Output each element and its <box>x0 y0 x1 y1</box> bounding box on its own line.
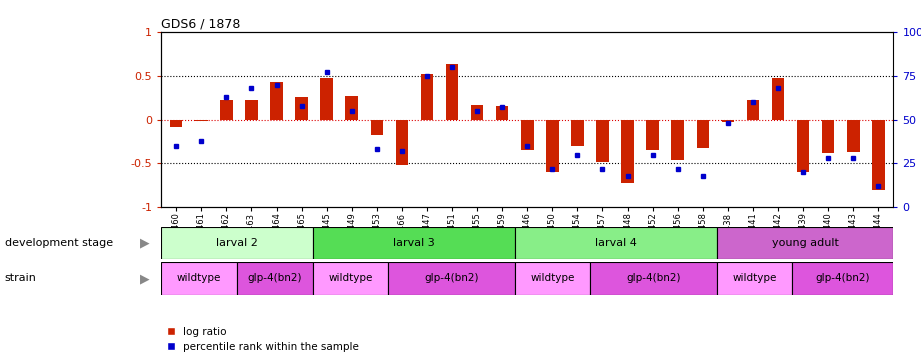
Bar <box>596 120 609 162</box>
Text: development stage: development stage <box>5 238 112 248</box>
Bar <box>296 97 308 120</box>
Bar <box>370 120 383 135</box>
Bar <box>312 227 515 259</box>
Text: ▶: ▶ <box>140 272 149 285</box>
Bar <box>590 262 717 295</box>
Text: wildtype: wildtype <box>732 273 776 283</box>
Legend: log ratio, percentile rank within the sample: log ratio, percentile rank within the sa… <box>167 327 359 352</box>
Text: glp-4(bn2): glp-4(bn2) <box>626 273 681 283</box>
Text: glp-4(bn2): glp-4(bn2) <box>248 273 302 283</box>
Bar <box>312 262 389 295</box>
Bar <box>170 120 182 127</box>
Bar <box>571 120 584 146</box>
Text: GDS6 / 1878: GDS6 / 1878 <box>161 18 240 31</box>
Text: glp-4(bn2): glp-4(bn2) <box>425 273 479 283</box>
Bar <box>495 106 508 120</box>
Text: young adult: young adult <box>772 238 838 248</box>
Bar <box>717 227 893 259</box>
Bar <box>446 65 459 120</box>
Bar <box>647 120 659 150</box>
Bar <box>396 120 408 165</box>
Bar <box>747 100 759 120</box>
Bar <box>245 100 258 120</box>
Bar <box>321 77 332 120</box>
Bar <box>772 77 785 120</box>
Bar <box>220 100 233 120</box>
Bar <box>717 262 792 295</box>
Bar <box>546 120 559 172</box>
Bar <box>515 227 717 259</box>
Text: wildtype: wildtype <box>329 273 373 283</box>
Bar <box>389 262 515 295</box>
Bar <box>797 120 810 172</box>
Bar <box>822 120 834 153</box>
Bar <box>471 105 484 120</box>
Bar <box>671 120 684 160</box>
Text: larval 3: larval 3 <box>392 238 435 248</box>
Bar <box>161 262 237 295</box>
Bar <box>622 120 634 182</box>
Bar <box>161 227 312 259</box>
Text: wildtype: wildtype <box>177 273 221 283</box>
Bar <box>270 82 283 120</box>
Bar <box>521 120 533 150</box>
Text: larval 4: larval 4 <box>595 238 636 248</box>
Bar <box>792 262 893 295</box>
Bar <box>195 120 207 121</box>
Text: larval 2: larval 2 <box>216 238 258 248</box>
Bar <box>722 120 734 122</box>
Bar <box>872 120 884 190</box>
Text: wildtype: wildtype <box>530 273 575 283</box>
Text: glp-4(bn2): glp-4(bn2) <box>816 273 870 283</box>
Text: strain: strain <box>5 273 37 283</box>
Text: ▶: ▶ <box>140 236 149 249</box>
Bar <box>696 120 709 147</box>
Bar <box>421 74 433 120</box>
Bar <box>515 262 590 295</box>
Bar <box>345 96 358 120</box>
Bar <box>237 262 312 295</box>
Bar <box>847 120 859 152</box>
